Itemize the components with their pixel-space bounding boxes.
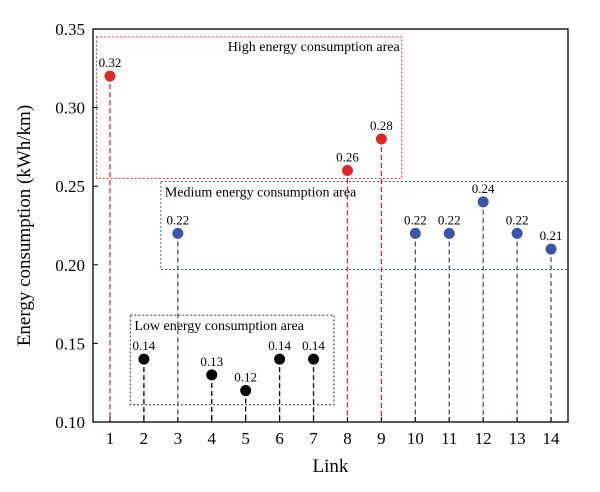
x-tick-label-1: 1 bbox=[106, 429, 115, 448]
data-label-7: 0.14 bbox=[302, 338, 325, 353]
data-label-5: 0.12 bbox=[234, 370, 257, 385]
y-tick-label-0.15: 0.15 bbox=[55, 334, 85, 353]
data-label-12: 0.24 bbox=[472, 181, 495, 196]
x-tick-label-4: 4 bbox=[208, 429, 217, 448]
data-label-8: 0.26 bbox=[336, 149, 359, 164]
data-label-2: 0.14 bbox=[133, 338, 156, 353]
data-point-9 bbox=[375, 133, 387, 145]
region-box-low bbox=[129, 314, 335, 406]
data-label-11: 0.22 bbox=[438, 212, 461, 227]
x-tick-label-12: 12 bbox=[475, 429, 492, 448]
stem-group bbox=[109, 76, 552, 422]
x-axis-title: Link bbox=[313, 456, 349, 477]
y-tick-label-0.10: 0.10 bbox=[55, 413, 85, 432]
y-axis-title: Energy consumption (kWh/km) bbox=[14, 105, 35, 346]
x-tick-label-3: 3 bbox=[174, 429, 183, 448]
data-point-10 bbox=[409, 227, 421, 239]
data-point-12 bbox=[477, 196, 489, 208]
plot-frame bbox=[92, 28, 569, 423]
x-tick-label-10: 10 bbox=[407, 429, 424, 448]
y-tick-label-0.30: 0.30 bbox=[55, 99, 85, 118]
data-point-4 bbox=[206, 369, 218, 381]
data-label-9: 0.28 bbox=[370, 118, 393, 133]
x-tick-label-9: 9 bbox=[377, 429, 386, 448]
y-tick-label-0.25: 0.25 bbox=[55, 177, 85, 196]
y-tick-label-0.35: 0.35 bbox=[55, 20, 85, 39]
data-point-3 bbox=[172, 227, 184, 239]
data-label-10: 0.22 bbox=[404, 212, 427, 227]
data-label-14: 0.21 bbox=[540, 228, 563, 243]
x-tick-label-11: 11 bbox=[441, 429, 457, 448]
data-point-13 bbox=[511, 227, 523, 239]
data-point-11 bbox=[443, 227, 455, 239]
region-box-high bbox=[95, 36, 403, 179]
x-tick-label-6: 6 bbox=[275, 429, 284, 448]
data-label-6: 0.14 bbox=[268, 338, 291, 353]
data-point-7 bbox=[308, 353, 320, 365]
data-point-14 bbox=[545, 243, 557, 255]
region-label-low: Low energy consumption area bbox=[134, 319, 304, 334]
y-axis: 0.10 0.15 0.20 0.25 0.30 0.35 bbox=[55, 20, 98, 432]
x-tick-label-8: 8 bbox=[343, 429, 352, 448]
region-label-high: High energy consumption area bbox=[228, 40, 401, 55]
x-tick-label-13: 13 bbox=[509, 429, 526, 448]
data-point-2 bbox=[138, 353, 150, 365]
point-group bbox=[104, 70, 557, 397]
x-tick-label-14: 14 bbox=[543, 429, 561, 448]
data-point-6 bbox=[274, 353, 286, 365]
data-label-3: 0.22 bbox=[166, 212, 189, 227]
y-tick-label-0.20: 0.20 bbox=[55, 256, 85, 275]
x-tick-label-2: 2 bbox=[140, 429, 149, 448]
x-axis: 1 2 3 4 5 6 7 8 9 10 11 12 13 14 bbox=[106, 417, 560, 448]
data-label-1: 0.32 bbox=[99, 55, 122, 70]
data-point-5 bbox=[240, 385, 252, 397]
x-tick-label-7: 7 bbox=[309, 429, 318, 448]
data-label-13: 0.22 bbox=[506, 212, 529, 227]
data-point-8 bbox=[341, 164, 353, 176]
region-label-medium: Medium energy consumption area bbox=[165, 185, 357, 200]
data-point-1 bbox=[104, 70, 116, 82]
data-label-4: 0.13 bbox=[200, 354, 223, 369]
x-tick-label-5: 5 bbox=[241, 429, 250, 448]
region-group: High energy consumption area Medium energ… bbox=[95, 36, 569, 406]
data-label-group: 0.32 0.14 0.22 0.13 0.12 0.14 0.14 0.26 0.28 0.22… bbox=[99, 55, 563, 384]
